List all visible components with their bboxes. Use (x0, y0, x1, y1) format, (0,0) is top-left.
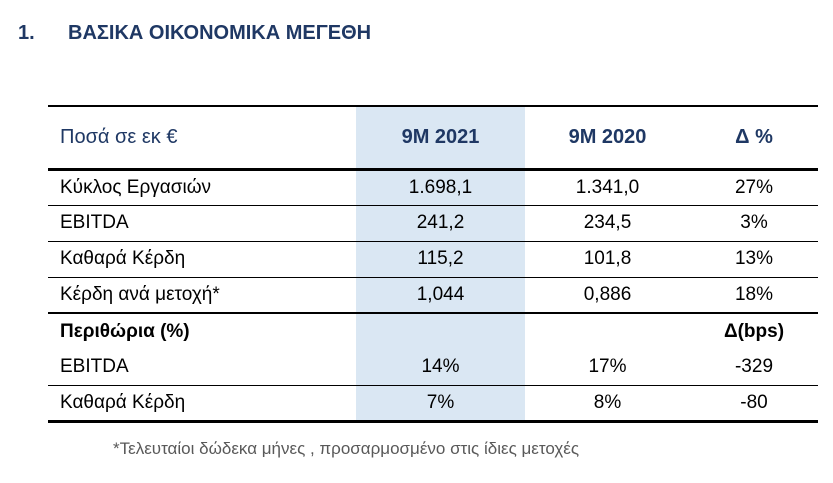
table-row-margins-section: Περιθώρια (%) Δ(bps) (48, 313, 818, 349)
table-footnote: *Τελευταίοι δώδεκα μήνες , προσαρμοσμένο… (113, 438, 580, 458)
header-9m2020: 9M 2020 (568, 125, 647, 148)
table-header-row: Ποσά σε εκ € 9M 2021 9M 2020 Δ % (48, 106, 818, 169)
page-title: 1. ΒΑΣΙΚΑ ΟΙΚΟΝΟΜΙΚΑ ΜΕΓΕΘΗ (0, 0, 833, 46)
row-label: EBITDA (60, 355, 129, 377)
row-label: Καθαρά Κέρδη (60, 248, 186, 269)
delta-bps-header: Δ(bps) (723, 320, 785, 342)
value-delta: 27% (734, 176, 774, 198)
row-label: EBITDA (60, 212, 129, 233)
table-row-revenue: Κύκλος Εργασιών 1.698,1 1.341,0 27% (48, 169, 818, 205)
value-9m2021: 1,044 (356, 277, 525, 313)
title-number: 1. (18, 22, 35, 44)
value-delta: 3% (740, 212, 768, 233)
row-label: Καθαρά Κέρδη (60, 391, 186, 413)
value-9m2021: 241,2 (356, 205, 525, 241)
value-9m2020: 8% (593, 391, 622, 413)
value-9m2020: 17% (588, 355, 627, 377)
value-9m2020: 234,5 (583, 212, 632, 233)
financial-figures-table: Ποσά σε εκ € 9M 2021 9M 2020 Δ % Κύκλος … (48, 105, 818, 423)
header-9m2021: 9M 2021 (356, 106, 525, 169)
header-unit: Ποσά σε εκ € (60, 125, 178, 148)
value-delta: -80 (740, 391, 768, 413)
value-9m2021 (356, 313, 525, 349)
value-delta: 13% (734, 248, 774, 269)
value-9m2021: 115,2 (356, 241, 525, 277)
value-9m2020 (525, 313, 690, 349)
header-delta-pct: Δ % (735, 125, 773, 148)
table-row-eps: Κέρδη ανά μετοχή* 1,044 0,886 18% (48, 277, 818, 313)
row-label: Κέρδη ανά μετοχή* (60, 283, 220, 305)
title-text: ΒΑΣΙΚΑ ΟΙΚΟΝΟΜΙΚΑ ΜΕΓΕΘΗ (68, 22, 372, 44)
value-9m2020: 0,886 (583, 283, 632, 305)
table-row-ebitda-margin: EBITDA 14% 17% -329 (48, 349, 818, 385)
value-delta: -329 (734, 355, 774, 377)
section-label: Περιθώρια (%) (60, 320, 190, 342)
row-label: Κύκλος Εργασιών (60, 176, 212, 198)
value-9m2020: 101,8 (583, 248, 632, 269)
value-9m2021: 14% (356, 349, 525, 385)
table-row-net-profit-margin: Καθαρά Κέρδη 7% 8% -80 (48, 385, 818, 421)
table-row-net-profit: Καθαρά Κέρδη 115,2 101,8 13% (48, 241, 818, 277)
value-9m2021: 1.698,1 (356, 169, 525, 205)
value-delta: 18% (734, 283, 774, 305)
value-9m2021: 7% (356, 385, 525, 421)
table-row-ebitda: EBITDA 241,2 234,5 3% (48, 205, 818, 241)
value-9m2020: 1.341,0 (575, 176, 640, 198)
